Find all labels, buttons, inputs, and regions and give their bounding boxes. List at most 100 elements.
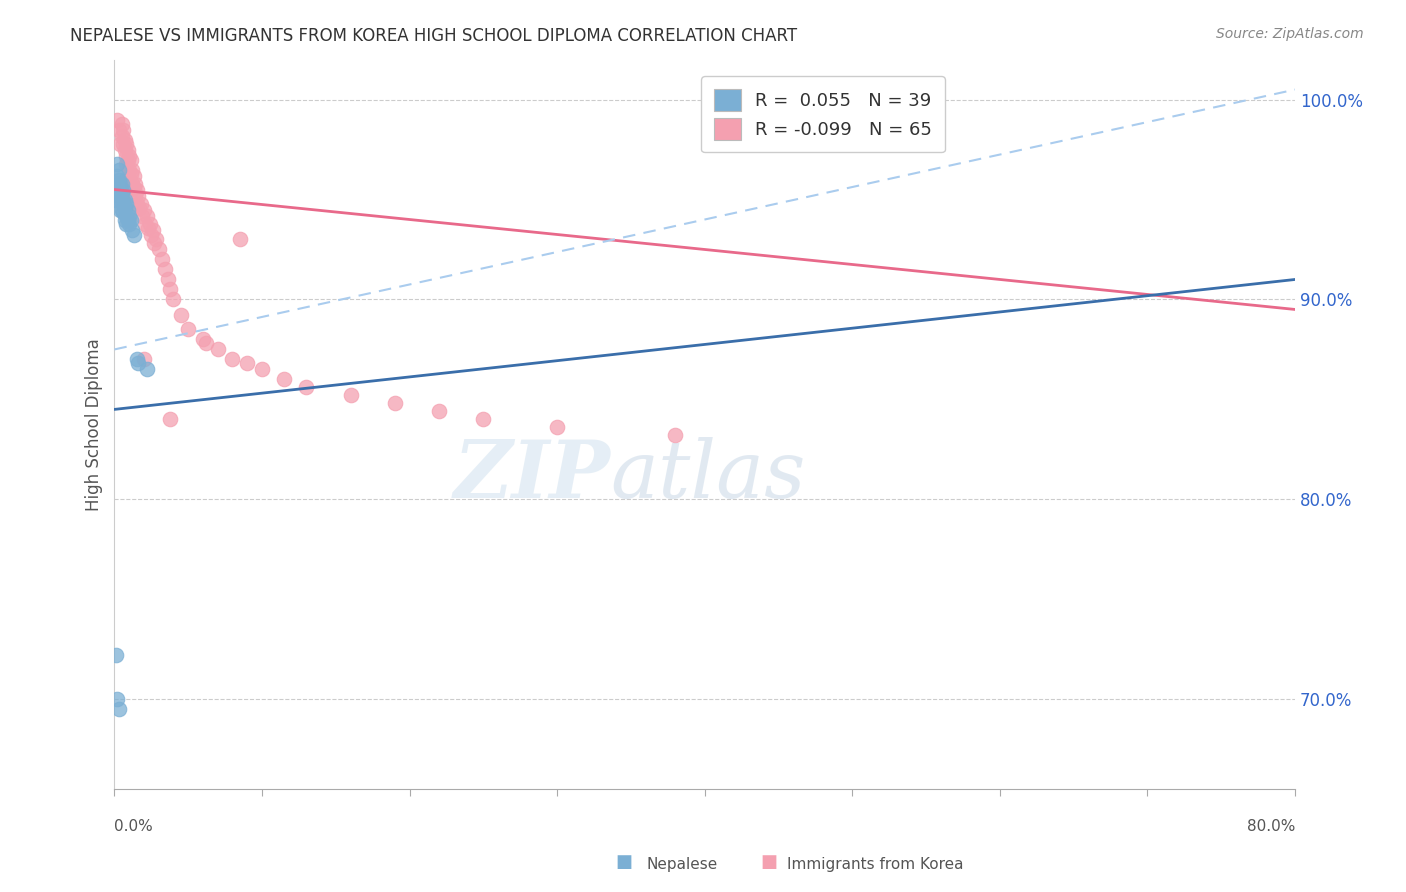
Point (111, 117, 134, 131)
Text: Nepalese: Nepalese (647, 857, 718, 872)
Point (115, 217, 138, 231)
Point (194, 336, 217, 351)
Point (273, 372, 295, 386)
Legend: R =  0.055   N = 39, R = -0.099   N = 65: R = 0.055 N = 39, R = -0.099 N = 65 (702, 76, 945, 153)
Point (138, 220, 160, 235)
Point (114, 132, 136, 146)
Point (120, 212, 142, 227)
Point (131, 209, 153, 223)
Point (111, 128, 134, 143)
Point (111, 193, 134, 207)
Point (236, 356, 259, 370)
Text: ZIP: ZIP (453, 437, 610, 514)
Point (427, 404, 450, 418)
Point (128, 201, 150, 215)
Point (110, 177, 132, 191)
Point (114, 172, 136, 186)
Point (118, 217, 141, 231)
Text: 80.0%: 80.0% (1247, 819, 1295, 834)
Point (110, 182, 132, 196)
Point (118, 148, 141, 162)
Text: atlas: atlas (610, 437, 806, 514)
Point (120, 153, 142, 167)
Point (121, 162, 143, 177)
Point (115, 148, 138, 162)
Point (156, 272, 179, 286)
Point (384, 396, 406, 410)
Point (115, 196, 138, 211)
Point (104, 182, 127, 196)
Point (159, 412, 181, 426)
Point (472, 412, 495, 426)
Point (127, 356, 149, 370)
Point (110, 202, 132, 217)
Point (117, 153, 139, 167)
Point (221, 352, 243, 367)
Point (105, 112, 128, 127)
Point (125, 196, 148, 211)
Point (108, 188, 131, 202)
Point (112, 204, 135, 219)
Text: ■: ■ (761, 853, 778, 871)
Point (112, 122, 135, 136)
Point (114, 143, 136, 157)
Point (115, 209, 138, 223)
Point (105, 169, 128, 183)
Point (295, 380, 318, 394)
Point (117, 212, 139, 227)
Point (118, 162, 141, 177)
Point (135, 362, 157, 376)
Point (135, 209, 157, 223)
Point (159, 283, 181, 297)
Point (122, 180, 145, 194)
Text: 0.0%: 0.0% (114, 819, 153, 834)
Point (125, 182, 148, 196)
Point (117, 143, 139, 157)
Point (104, 193, 127, 207)
Point (125, 352, 148, 367)
Point (250, 362, 273, 376)
Point (150, 252, 173, 267)
Point (110, 193, 132, 207)
Point (127, 188, 149, 202)
Point (114, 193, 136, 207)
Point (110, 136, 132, 151)
Point (162, 293, 184, 307)
Point (124, 188, 146, 202)
Point (170, 309, 193, 323)
Point (229, 232, 252, 246)
Point (124, 177, 146, 191)
Point (105, 177, 128, 191)
Point (122, 228, 145, 243)
Point (139, 217, 162, 231)
Y-axis label: High School Diploma: High School Diploma (86, 338, 103, 511)
Point (108, 182, 131, 196)
Point (121, 177, 143, 191)
Point (108, 702, 131, 716)
Point (132, 202, 155, 217)
Point (112, 182, 135, 196)
Point (115, 156, 138, 170)
Point (112, 193, 135, 207)
Point (115, 136, 138, 151)
Point (105, 156, 128, 170)
Text: NEPALESE VS IMMIGRANTS FROM KOREA HIGH SCHOOL DIPLOMA CORRELATION CHART: NEPALESE VS IMMIGRANTS FROM KOREA HIGH S… (70, 27, 797, 45)
Point (108, 122, 131, 136)
Point (108, 162, 131, 177)
Point (191, 333, 214, 347)
Point (111, 202, 134, 217)
Point (339, 388, 361, 402)
Point (207, 343, 229, 357)
Point (153, 262, 176, 277)
Point (143, 236, 166, 251)
Point (141, 228, 163, 243)
Point (145, 232, 167, 246)
Point (111, 177, 134, 191)
Point (132, 352, 155, 367)
Point (134, 217, 156, 231)
Text: Source: ZipAtlas.com: Source: ZipAtlas.com (1216, 27, 1364, 41)
Point (105, 692, 128, 706)
Text: Immigrants from Korea: Immigrants from Korea (787, 857, 965, 872)
Point (129, 196, 152, 211)
Point (177, 322, 200, 336)
